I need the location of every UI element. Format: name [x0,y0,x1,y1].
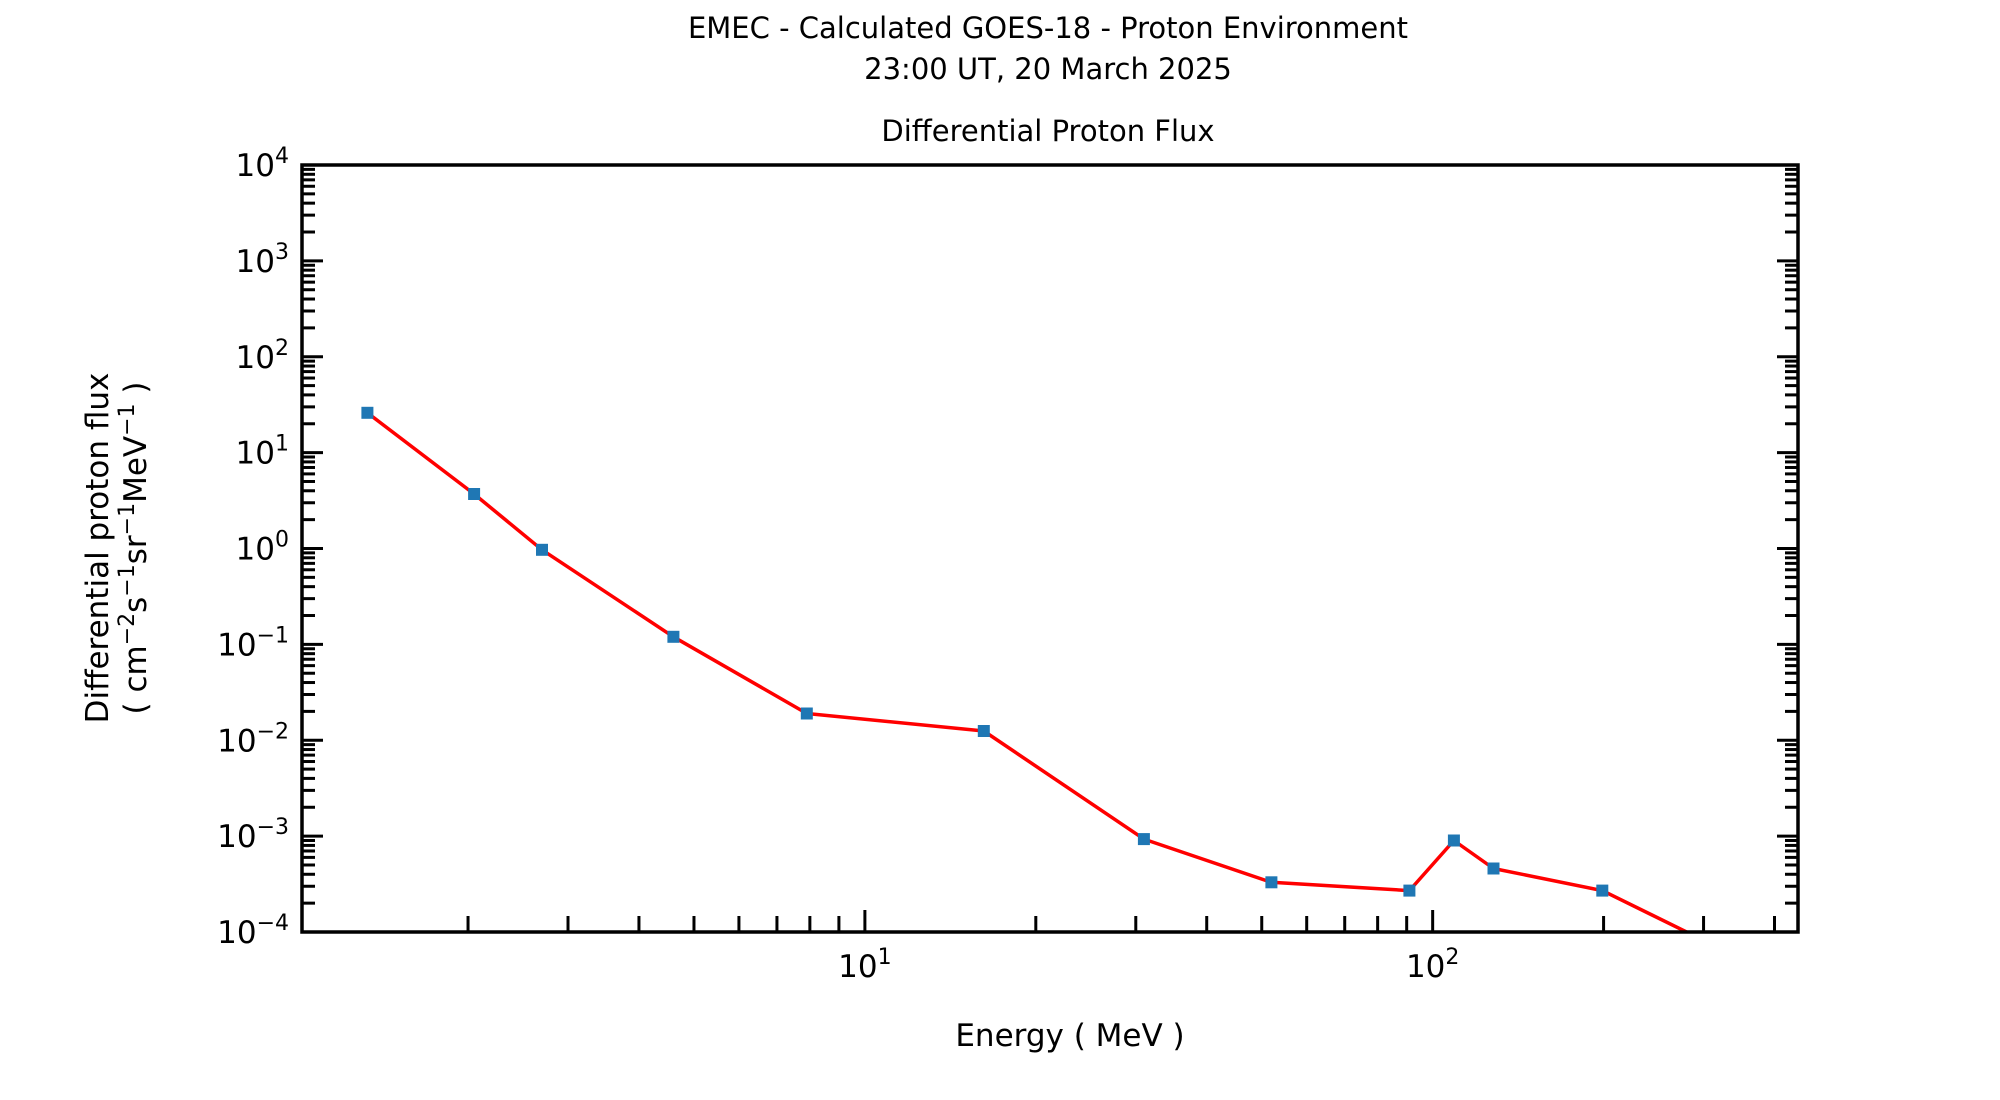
data-point-marker [1724,947,1736,959]
axes-title: Differential Proton Flux [881,114,1214,148]
tick-label: 10−2 [217,719,289,759]
plot-frame [300,163,1800,934]
tick-label: 101 [236,432,289,472]
data-point-marker [1137,833,1150,846]
tick-label: 102 [236,336,289,376]
tick-label: 102 [1406,945,1459,985]
tick-label: 103 [236,240,289,280]
tick-label: 10−1 [217,623,289,663]
data-point-marker [800,707,813,720]
data-point-marker [468,488,481,500]
data-point-marker [1265,876,1278,889]
data-point-marker [977,725,990,737]
axis-ticks [302,163,1798,934]
x-axis-label: Energy ( MeV ) [955,1018,1184,1054]
y-axis-label-units: ( cm−2s−1sr−1MeV−1 ) [115,382,154,715]
data-point-marker [667,630,680,643]
tick-label: 100 [236,528,289,568]
tick-label: 101 [838,945,891,985]
y-axis-label-line1: Differential proton flux [80,373,116,724]
plot-border [300,163,1800,934]
data-point-marker [1487,862,1500,875]
tick-label: 10−4 [217,911,289,951]
data-point-marker [1403,884,1416,897]
data-point-marker [1596,884,1609,897]
data-point-marker [361,406,374,419]
tick-labels: 101 102 104 103 102 101 100 10−1 10−2 10−3 10−4 [217,144,1459,985]
flux-line [366,411,1691,932]
chart-title-line1: EMEC - Calculated GOES-18 - Proton Envir… [688,11,1408,45]
tick-label: 104 [236,144,289,184]
data-point-marker [536,543,548,556]
flux-series [361,406,1736,959]
chart-title-line2: 23:00 UT, 20 March 2025 [864,52,1232,86]
tick-label: 10−3 [217,815,289,855]
data-point-marker [1447,834,1460,847]
